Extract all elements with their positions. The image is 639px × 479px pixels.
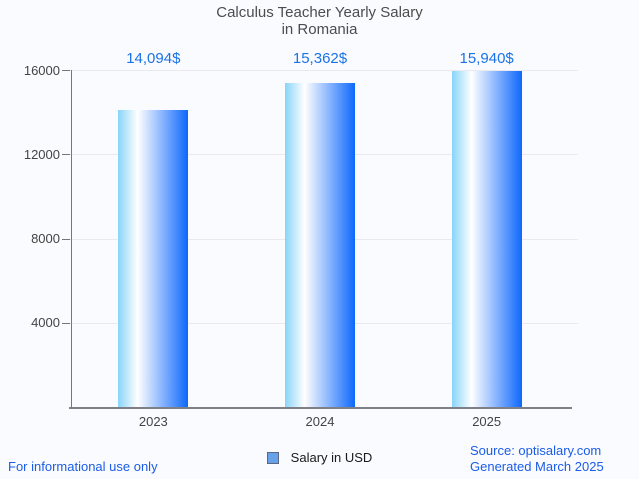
y-axis-tick-8000 (62, 238, 70, 240)
y-axis-tick-16000 (62, 70, 70, 71)
gridline-16000 (70, 70, 578, 71)
y-axis-line (71, 70, 72, 407)
y-axis-label-8000: 8000 (31, 231, 60, 246)
footer-generated-line: Generated March 2025 (470, 459, 604, 474)
footer-disclaimer: For informational use only (8, 459, 158, 474)
y-axis-tick-4000 (62, 322, 70, 324)
legend-label: Salary in USD (290, 450, 373, 465)
legend: Salary in USD (0, 450, 639, 465)
y-axis-label-12000: 12000 (23, 146, 60, 162)
bar-2025 (451, 71, 522, 407)
footer-source-line: Source: optisalary.com (470, 443, 602, 458)
x-axis-label-2023: 2023 (138, 414, 168, 429)
footer-source-block: Source: optisalary.com Generated March 2… (470, 443, 604, 475)
chart-title-line2: in Romania (281, 21, 358, 38)
x-axis-label-2025: 2025 (472, 414, 502, 429)
legend-swatch-icon (266, 451, 279, 464)
y-axis-tick-12000 (62, 154, 70, 156)
y-axis-label-4000: 4000 (31, 315, 60, 331)
value-label-2025: 15,940$ (459, 50, 514, 67)
chart-title: Calculus Teacher Yearly Salary in Romani… (0, 4, 639, 38)
bar-2024 (285, 83, 355, 407)
value-label-2023: 14,094$ (126, 50, 181, 67)
bar-2023 (118, 110, 189, 407)
x-axis-line (69, 407, 572, 409)
x-axis-label-2024: 2024 (305, 414, 335, 429)
value-label-2024: 15,362$ (292, 50, 348, 67)
chart-title-line1: Calculus Teacher Yearly Salary (216, 4, 423, 21)
y-axis-label-16000: 16000 (23, 62, 60, 78)
